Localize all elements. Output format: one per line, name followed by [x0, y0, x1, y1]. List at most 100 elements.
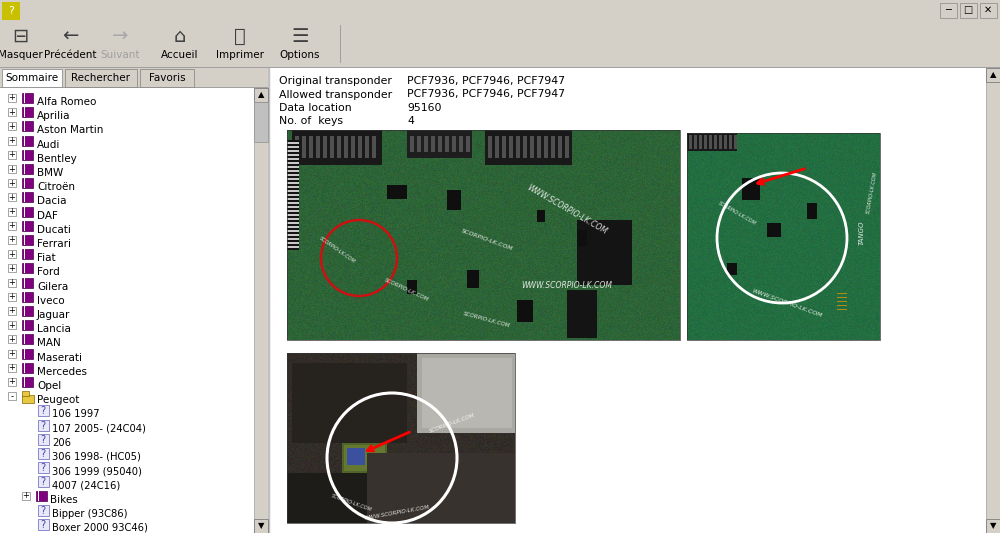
Bar — [980, 3, 997, 18]
Text: WWW.SCORPIO-LK.COM: WWW.SCORPIO-LK.COM — [751, 288, 823, 318]
Text: ▲: ▲ — [258, 91, 264, 100]
Text: -: - — [10, 392, 14, 401]
Text: +: + — [9, 364, 15, 372]
Text: Aston Martin: Aston Martin — [37, 125, 103, 135]
Bar — [271, 68, 986, 533]
Text: +: + — [9, 278, 15, 287]
Text: BMW: BMW — [37, 168, 63, 178]
Text: +: + — [9, 122, 15, 131]
Text: SCORPIO-LK.COM: SCORPIO-LK.COM — [318, 236, 356, 264]
Text: Opel: Opel — [37, 381, 61, 391]
Text: ?: ? — [40, 520, 46, 530]
Bar — [38, 406, 49, 416]
Polygon shape — [22, 221, 33, 231]
Text: +: + — [9, 236, 15, 245]
Bar — [24, 221, 25, 231]
Bar — [254, 519, 268, 533]
Text: +: + — [23, 491, 29, 500]
Text: +: + — [9, 335, 15, 344]
Text: TANGO: TANGO — [859, 221, 865, 245]
Bar — [8, 222, 16, 230]
Text: Iveco: Iveco — [37, 296, 65, 306]
Bar — [0, 68, 268, 533]
Bar — [254, 88, 268, 533]
Text: +: + — [9, 193, 15, 202]
Text: 95160: 95160 — [407, 103, 442, 113]
Polygon shape — [22, 363, 33, 373]
Polygon shape — [22, 292, 33, 302]
Text: ⎙: ⎙ — [234, 27, 246, 45]
Bar — [8, 307, 16, 315]
Bar — [24, 150, 25, 160]
Text: Maserati: Maserati — [37, 353, 82, 362]
Text: Original transponder: Original transponder — [279, 76, 392, 86]
Bar — [8, 151, 16, 159]
Polygon shape — [22, 122, 33, 132]
Text: +: + — [9, 349, 15, 358]
Bar — [22, 391, 29, 396]
Text: WWW.SCORPIO-LK.COM: WWW.SCORPIO-LK.COM — [525, 183, 609, 237]
Bar — [38, 505, 49, 516]
Bar — [8, 321, 16, 329]
Text: ?: ? — [40, 406, 46, 416]
Bar — [8, 123, 16, 131]
Text: DAF: DAF — [37, 211, 58, 221]
Bar — [8, 264, 16, 272]
Bar — [65, 69, 137, 87]
Bar — [24, 93, 25, 103]
Text: Mercedes: Mercedes — [37, 367, 87, 377]
Text: ←: ← — [62, 27, 78, 45]
Text: Lancia: Lancia — [37, 324, 71, 334]
Bar — [8, 364, 16, 372]
Text: ?: ? — [8, 6, 14, 16]
Bar — [8, 193, 16, 201]
Text: +: + — [9, 165, 15, 174]
Bar — [8, 250, 16, 258]
Bar — [0, 88, 255, 533]
Bar — [8, 207, 16, 216]
Polygon shape — [22, 150, 33, 160]
Text: +: + — [9, 136, 15, 145]
Polygon shape — [22, 235, 33, 245]
Bar — [24, 235, 25, 245]
Bar — [38, 448, 49, 459]
Text: ⊟: ⊟ — [12, 27, 28, 45]
Text: ?: ? — [40, 478, 46, 487]
Bar — [287, 130, 680, 340]
Text: Alfa Romeo: Alfa Romeo — [37, 97, 96, 107]
Bar — [0, 22, 1000, 68]
Text: Options: Options — [280, 50, 320, 60]
Text: SCORPIO-LK.COM: SCORPIO-LK.COM — [460, 228, 514, 252]
Text: 4007 (24C16): 4007 (24C16) — [52, 480, 120, 490]
Text: ▲: ▲ — [990, 70, 996, 79]
Bar — [140, 69, 194, 87]
Text: ⌂: ⌂ — [174, 27, 186, 45]
Text: Fiat: Fiat — [37, 253, 56, 263]
Bar — [2, 2, 20, 20]
Text: Ford: Ford — [37, 268, 60, 277]
Bar — [8, 335, 16, 343]
Bar — [24, 164, 25, 174]
Bar — [24, 320, 25, 330]
Bar — [254, 102, 268, 142]
Bar — [24, 263, 25, 273]
Text: ?: ? — [40, 449, 46, 459]
Text: Masquer: Masquer — [0, 50, 42, 60]
Bar — [8, 108, 16, 116]
Polygon shape — [22, 207, 33, 216]
Text: Aprilia: Aprilia — [37, 111, 70, 121]
Text: Sommaire: Sommaire — [5, 73, 59, 83]
Polygon shape — [22, 377, 33, 387]
Bar — [24, 178, 25, 188]
Text: 107 2005- (24C04): 107 2005- (24C04) — [52, 424, 146, 434]
Text: +: + — [9, 221, 15, 230]
Bar — [0, 67, 1000, 68]
Text: SCORPIO-LK.COM: SCORPIO-LK.COM — [866, 172, 878, 215]
Text: 306 1999 (95040): 306 1999 (95040) — [52, 466, 142, 476]
Text: +: + — [9, 108, 15, 117]
Text: +: + — [9, 93, 15, 102]
Text: +: + — [9, 321, 15, 330]
Bar — [24, 207, 25, 216]
Text: ?: ? — [40, 421, 46, 431]
Text: Dacia: Dacia — [37, 196, 66, 206]
